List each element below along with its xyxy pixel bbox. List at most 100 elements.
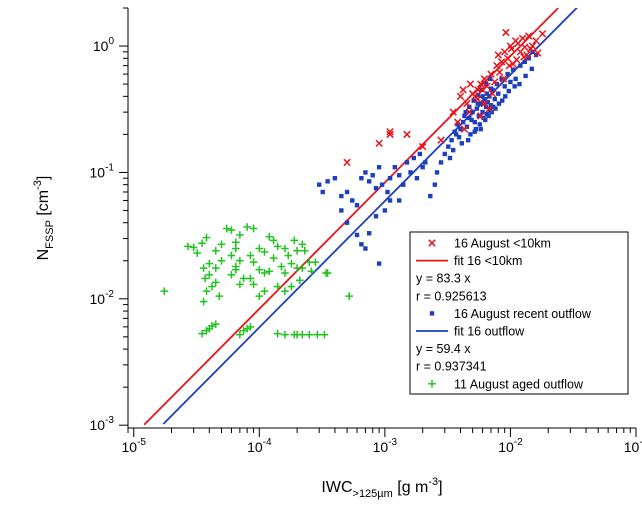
y-tick-label: 10-2 [90, 289, 115, 307]
legend-label: y = 83.3 x [416, 272, 471, 286]
data-point [387, 176, 393, 181]
legend-label: 16 August recent outflow [454, 307, 592, 321]
data-point [332, 176, 338, 181]
data-point [227, 226, 236, 234]
data-point [447, 155, 453, 161]
data-point [475, 101, 481, 106]
data-point [370, 173, 375, 178]
data-point [273, 329, 282, 338]
data-point [428, 193, 433, 199]
data-point [281, 244, 289, 253]
data-point [273, 242, 282, 251]
data-point [462, 113, 467, 119]
data-point [455, 122, 460, 127]
y-tick-label: 100 [93, 36, 115, 54]
data-point [496, 91, 501, 96]
data-point [246, 274, 255, 283]
data-point [255, 292, 264, 300]
data-point [525, 32, 533, 40]
data-point [246, 323, 255, 331]
data-point [449, 108, 457, 116]
data-point [475, 92, 481, 98]
data-point [232, 265, 240, 274]
data-point [249, 224, 258, 233]
data-point [246, 251, 255, 260]
data-point [281, 287, 289, 295]
data-point [382, 208, 388, 213]
data-point [293, 246, 301, 255]
data-point [217, 240, 226, 249]
data-point [512, 55, 521, 64]
data-point [477, 112, 485, 120]
y-axis-title: NFSSP [cm-3] [32, 176, 56, 261]
data-point [307, 267, 316, 276]
data-point [232, 244, 240, 253]
data-point [363, 246, 368, 251]
data-point [418, 142, 427, 151]
data-point [420, 164, 425, 170]
data-point [277, 262, 286, 271]
data-point [320, 189, 325, 195]
data-point [373, 186, 379, 191]
data-point [414, 176, 420, 181]
data-point [480, 75, 489, 83]
data-point [483, 117, 488, 123]
data-point [403, 130, 411, 139]
data-point [505, 61, 514, 70]
data-point [530, 49, 535, 55]
data-point [255, 265, 264, 274]
data-point [396, 173, 402, 178]
series-3 [160, 223, 354, 339]
data-point [434, 170, 440, 175]
data-point [404, 160, 410, 165]
data-point [189, 243, 198, 252]
data-point [450, 147, 456, 153]
data-point [471, 98, 476, 103]
data-point [265, 232, 274, 241]
data-point [339, 193, 344, 199]
data-point [483, 82, 491, 91]
series-1 [343, 28, 547, 167]
data-point [518, 63, 523, 68]
data-point [211, 246, 220, 255]
legend-marker [428, 239, 436, 247]
data-point [432, 182, 438, 187]
data-point [236, 231, 244, 239]
data-point [354, 203, 360, 208]
data-point [465, 137, 471, 143]
data-point [500, 48, 509, 56]
data-point [484, 91, 490, 96]
data-point [198, 329, 206, 338]
data-point [483, 104, 489, 110]
data-point [350, 198, 355, 203]
data-point [520, 53, 528, 61]
data-point [255, 244, 264, 253]
data-point [497, 58, 506, 66]
data-points [160, 28, 547, 339]
data-point [453, 118, 462, 126]
x-tick-label: 10-3 [373, 437, 398, 455]
legend: 16 August <10km fit 16 <10km y = 83.3 x r =… [409, 231, 629, 395]
data-point [354, 232, 360, 238]
data-point [488, 89, 497, 98]
data-point [269, 236, 278, 245]
data-point [478, 101, 483, 106]
data-point [499, 76, 504, 82]
legend-label: 11 August aged outflow [454, 377, 584, 391]
data-point [478, 126, 483, 132]
legend-label: y = 59.4 x [416, 342, 471, 356]
data-point [236, 330, 244, 339]
data-point [446, 144, 451, 149]
data-point [480, 94, 485, 99]
data-point [287, 282, 296, 291]
data-point [227, 251, 236, 260]
data-point [401, 182, 406, 187]
legend-label: fit 16 outflow [454, 325, 525, 339]
data-point [205, 270, 214, 279]
data-point [281, 269, 289, 277]
data-point [217, 256, 226, 265]
data-point [503, 54, 512, 63]
data-point [512, 84, 517, 89]
data-point [474, 95, 482, 103]
data-point [438, 160, 444, 165]
